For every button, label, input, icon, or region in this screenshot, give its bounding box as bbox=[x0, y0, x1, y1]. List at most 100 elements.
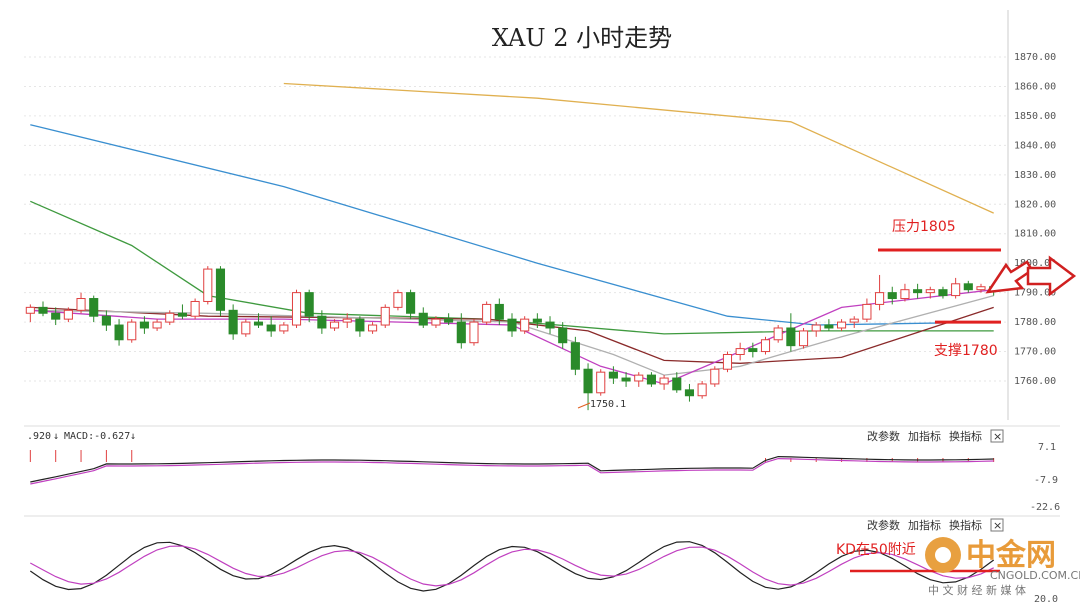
price-tick-label: 1860.00 bbox=[1014, 81, 1056, 92]
candle bbox=[811, 322, 821, 337]
kd-add-indicator-button[interactable]: 加指标 bbox=[908, 518, 941, 532]
resistance-label: 压力1805 bbox=[892, 219, 956, 235]
candle bbox=[951, 277, 961, 299]
candle bbox=[963, 280, 973, 293]
candle bbox=[646, 372, 656, 387]
candle bbox=[76, 292, 86, 314]
candle bbox=[837, 319, 847, 331]
support-label: 支撑1780 bbox=[934, 343, 998, 359]
price-tick-label: 1840.00 bbox=[1014, 140, 1056, 151]
grid-lines bbox=[24, 10, 1009, 420]
candle bbox=[418, 307, 428, 328]
candle bbox=[494, 298, 504, 326]
candle bbox=[291, 289, 302, 328]
price-tick-label: 1820.00 bbox=[1014, 199, 1056, 210]
candle bbox=[900, 283, 910, 302]
candle bbox=[215, 266, 226, 317]
kd-d-line bbox=[30, 545, 994, 587]
candle bbox=[355, 316, 365, 337]
price-tick-label: 1790.00 bbox=[1014, 288, 1056, 299]
logo-icon-inner bbox=[935, 547, 951, 563]
candle bbox=[25, 304, 35, 323]
macd-tick-bottom: -22.6 bbox=[1030, 502, 1060, 513]
candle bbox=[253, 313, 264, 328]
price-tick-label: 1810.00 bbox=[1014, 229, 1056, 240]
candle bbox=[114, 319, 124, 346]
candle bbox=[203, 266, 213, 305]
macd-label: MACD:-0.627 bbox=[64, 431, 130, 442]
candle bbox=[672, 372, 682, 393]
candle bbox=[798, 327, 809, 349]
add-indicator-button[interactable]: 加指标 bbox=[908, 429, 941, 443]
candle bbox=[545, 316, 555, 334]
arrow-icon bbox=[985, 260, 1034, 294]
macd-controls: 改参数 加指标 换指标 × bbox=[867, 429, 1004, 443]
price-tick-label: 1830.00 bbox=[1014, 170, 1056, 181]
candle bbox=[482, 301, 492, 326]
candle bbox=[165, 310, 175, 326]
candle bbox=[393, 289, 403, 311]
candle bbox=[684, 383, 695, 402]
macd-tick-top: 7.1 bbox=[1038, 442, 1056, 453]
candle bbox=[469, 319, 479, 346]
candle bbox=[266, 316, 276, 337]
candle bbox=[722, 351, 733, 373]
candle bbox=[304, 289, 314, 323]
candle bbox=[444, 313, 454, 326]
down-arrow-icon-2: ↓ bbox=[130, 431, 136, 442]
candle bbox=[583, 363, 593, 411]
switch-indicator-button[interactable]: 换指标 bbox=[949, 429, 982, 443]
kd-switch-indicator-button[interactable]: 换指标 bbox=[949, 518, 982, 532]
candle bbox=[710, 366, 720, 387]
moving-average-line bbox=[30, 289, 994, 385]
candle bbox=[532, 313, 542, 328]
low-marker: 1750.1 bbox=[577, 399, 626, 410]
close-icon-box[interactable] bbox=[990, 429, 1004, 443]
candle bbox=[634, 372, 644, 387]
candle bbox=[342, 313, 352, 328]
candle bbox=[824, 319, 834, 331]
candle bbox=[697, 381, 707, 399]
candle bbox=[887, 286, 897, 305]
candle bbox=[760, 336, 771, 355]
candle bbox=[748, 342, 758, 358]
candle bbox=[976, 283, 986, 293]
candle bbox=[127, 319, 137, 343]
candle bbox=[659, 375, 669, 390]
candle bbox=[406, 289, 416, 320]
candle bbox=[241, 319, 251, 337]
kd-params-button[interactable]: 改参数 bbox=[867, 518, 900, 532]
params-button[interactable]: 改参数 bbox=[867, 429, 900, 443]
kd-close-icon[interactable]: × bbox=[993, 519, 1002, 532]
kd-controls: 改参数 加指标 换指标 × bbox=[867, 518, 1004, 532]
candle bbox=[101, 310, 111, 331]
candle bbox=[786, 313, 796, 352]
right-arrow-icon bbox=[1026, 255, 1077, 297]
candle bbox=[431, 316, 441, 328]
candle bbox=[913, 283, 923, 299]
candle bbox=[507, 313, 517, 337]
price-tick-label: 1850.00 bbox=[1014, 111, 1056, 122]
candle bbox=[152, 319, 162, 331]
candle bbox=[938, 286, 948, 299]
candlesticks bbox=[25, 266, 999, 411]
kd-close-icon-box[interactable] bbox=[990, 518, 1004, 532]
macd-dea-line bbox=[30, 457, 994, 485]
candle bbox=[925, 286, 935, 299]
down-arrow-icon: ↓ bbox=[53, 431, 59, 442]
price-axis-ticks: 1870.00 1860.00 1850.00 1840.00 1830.00 1820.… bbox=[1014, 52, 1056, 387]
logo-tagline: 中 文 财 经 新 媒 体 bbox=[928, 583, 1026, 597]
logo-site: CNGOLD.COM.CN bbox=[990, 569, 1080, 582]
candle bbox=[608, 366, 618, 384]
moving-average-line bbox=[283, 82, 994, 214]
price-tick-label: 1780.00 bbox=[1014, 317, 1056, 328]
candle bbox=[520, 316, 530, 334]
candle bbox=[279, 322, 289, 334]
macd-dif-line bbox=[30, 455, 994, 483]
macd-prefix: .920 bbox=[27, 431, 51, 442]
candle bbox=[849, 316, 859, 328]
moving-average-line bbox=[30, 124, 994, 326]
candle bbox=[380, 304, 390, 328]
close-icon[interactable]: × bbox=[993, 430, 1002, 443]
candle bbox=[570, 336, 580, 376]
